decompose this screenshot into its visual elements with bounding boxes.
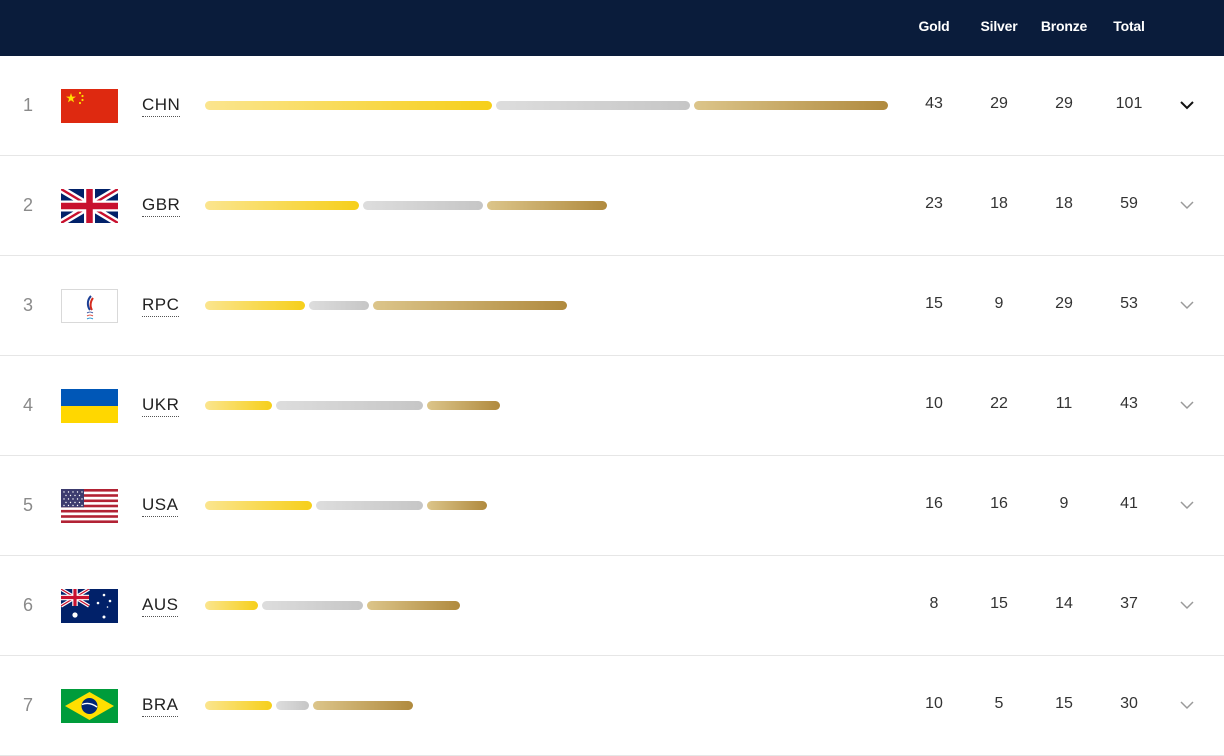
bronze-count: 14 xyxy=(1055,595,1073,612)
bronze-bar xyxy=(426,501,487,510)
gold-column-header: Gold xyxy=(918,18,950,34)
bronze-bar xyxy=(313,701,414,710)
united-kingdom-flag-icon xyxy=(61,189,118,223)
rpc-flag-icon xyxy=(61,289,118,323)
gold-count: 23 xyxy=(925,195,943,212)
chevron-down-icon[interactable] xyxy=(1177,698,1197,712)
silver-count: 9 xyxy=(994,295,1004,312)
rank: 2 xyxy=(22,195,33,215)
silver-count: 22 xyxy=(990,395,1008,412)
country-code-link[interactable]: UKR xyxy=(142,395,180,417)
rank: 7 xyxy=(22,695,33,715)
table-row[interactable]: 2 GBR 23 18 18 59 xyxy=(0,156,1224,256)
bronze-bar xyxy=(694,101,888,110)
country-code-link[interactable]: USA xyxy=(142,495,179,517)
medal-bars xyxy=(205,201,905,210)
medal-bars xyxy=(205,401,905,410)
bronze-bar xyxy=(487,201,608,210)
total-count: 43 xyxy=(1120,395,1138,412)
total-count: 41 xyxy=(1120,495,1138,512)
silver-bar xyxy=(496,101,691,110)
total-column-header: Total xyxy=(1113,18,1145,34)
silver-count: 15 xyxy=(990,595,1008,612)
gold-count: 43 xyxy=(925,95,943,112)
bronze-count: 29 xyxy=(1055,95,1073,112)
silver-bar xyxy=(315,501,423,510)
rank: 3 xyxy=(22,295,33,315)
silver-count: 5 xyxy=(994,695,1004,712)
chevron-down-icon[interactable] xyxy=(1177,198,1197,212)
gold-count: 10 xyxy=(925,395,943,412)
table-row[interactable]: 7 BRA 10 5 15 30 xyxy=(0,656,1224,756)
total-count: 53 xyxy=(1120,295,1138,312)
chevron-down-icon[interactable] xyxy=(1177,498,1197,512)
usa-flag-icon xyxy=(61,489,118,523)
bronze-count: 9 xyxy=(1059,495,1069,512)
gold-count: 16 xyxy=(925,495,943,512)
silver-count: 29 xyxy=(990,95,1008,112)
silver-bar xyxy=(309,301,370,310)
bronze-count: 29 xyxy=(1055,295,1073,312)
gold-bar xyxy=(205,201,359,210)
rank: 6 xyxy=(22,595,33,615)
total-count: 101 xyxy=(1115,95,1143,112)
gold-bar xyxy=(205,501,312,510)
rank: 1 xyxy=(22,95,33,115)
bronze-bar xyxy=(366,601,461,610)
medal-bars xyxy=(205,601,905,610)
gold-bar xyxy=(205,601,259,610)
bronze-count: 11 xyxy=(1055,395,1073,412)
bronze-count: 18 xyxy=(1055,195,1073,212)
gold-count: 15 xyxy=(925,295,943,312)
silver-count: 16 xyxy=(990,495,1008,512)
bronze-count: 15 xyxy=(1055,695,1073,712)
silver-bar xyxy=(362,201,483,210)
gold-bar xyxy=(205,401,272,410)
medal-bars xyxy=(205,501,905,510)
silver-count: 18 xyxy=(990,195,1008,212)
country-code-link[interactable]: AUS xyxy=(142,595,179,617)
gold-bar xyxy=(205,701,272,710)
gold-count: 10 xyxy=(925,695,943,712)
bronze-bar xyxy=(373,301,568,310)
medal-table-header: Gold Silver Bronze Total xyxy=(0,0,1224,56)
australia-flag-icon xyxy=(61,589,118,623)
chevron-down-icon[interactable] xyxy=(1177,398,1197,412)
silver-bar xyxy=(275,401,423,410)
chevron-down-icon[interactable] xyxy=(1177,98,1197,112)
bronze-bar xyxy=(426,401,501,410)
medal-bars xyxy=(205,101,905,110)
country-code-link[interactable]: BRA xyxy=(142,695,179,717)
table-row[interactable]: 6 AUS 8 xyxy=(0,556,1224,656)
chevron-down-icon[interactable] xyxy=(1177,298,1197,312)
silver-bar xyxy=(262,601,363,610)
table-row[interactable]: 4 UKR 10 22 11 43 xyxy=(0,356,1224,456)
total-count: 37 xyxy=(1120,595,1138,612)
gold-bar xyxy=(205,301,306,310)
silver-column-header: Silver xyxy=(980,18,1018,34)
medal-bars xyxy=(205,701,905,710)
country-code-link[interactable]: CHN xyxy=(142,95,181,117)
china-flag-icon xyxy=(61,89,118,123)
country-code-link[interactable]: GBR xyxy=(142,195,181,217)
silver-bar xyxy=(275,701,310,710)
table-row[interactable]: 5 xyxy=(0,456,1224,556)
medal-table-body: 1 CHN 43 29 29 101 2 xyxy=(0,56,1224,756)
total-count: 30 xyxy=(1120,695,1138,712)
medal-bars xyxy=(205,301,905,310)
ukraine-flag-icon xyxy=(61,389,118,423)
total-count: 59 xyxy=(1120,195,1138,212)
table-row[interactable]: 3 RPC 15 9 29 53 xyxy=(0,256,1224,356)
rank: 5 xyxy=(22,495,33,515)
table-row[interactable]: 1 CHN 43 29 29 101 xyxy=(0,56,1224,156)
chevron-down-icon[interactable] xyxy=(1177,598,1197,612)
brazil-flag-icon xyxy=(61,689,118,723)
gold-bar xyxy=(205,101,493,110)
bronze-column-header: Bronze xyxy=(1040,18,1088,34)
country-code-link[interactable]: RPC xyxy=(142,295,180,317)
rank: 4 xyxy=(22,395,33,415)
gold-count: 8 xyxy=(929,595,939,612)
